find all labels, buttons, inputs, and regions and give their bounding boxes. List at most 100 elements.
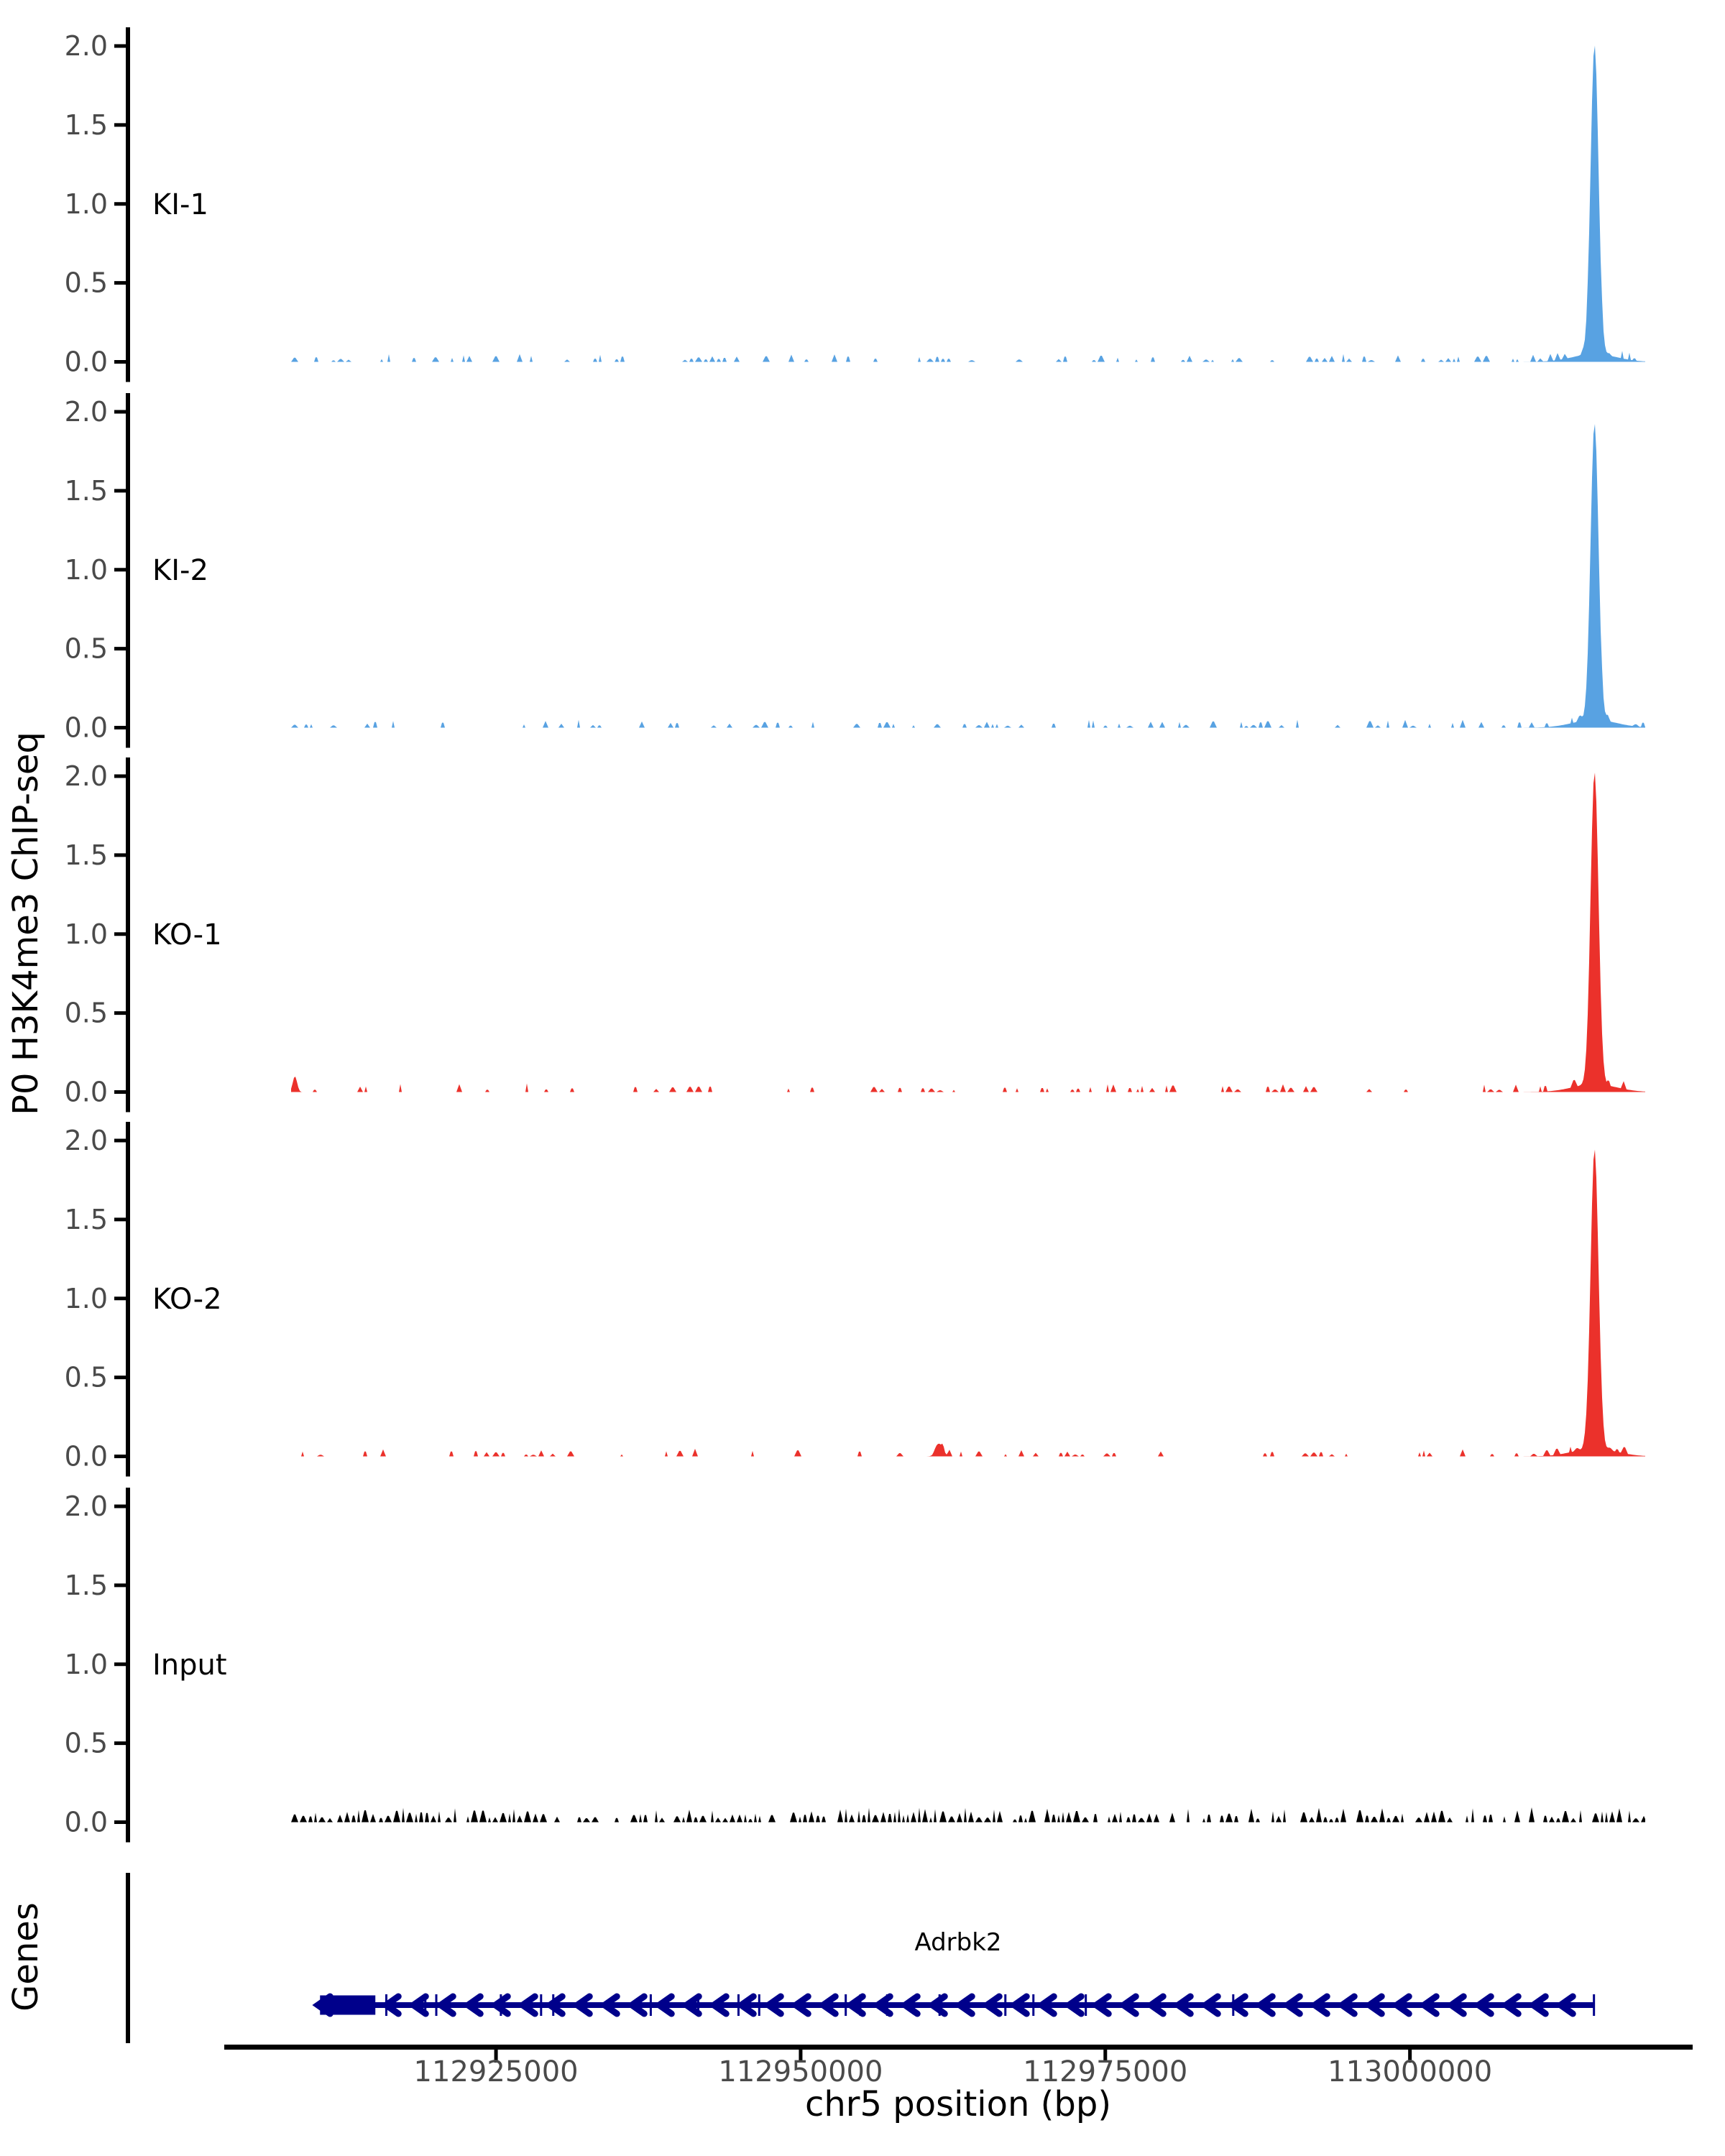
y-tick — [114, 202, 126, 206]
coverage-area-KO-1 — [291, 773, 1645, 1092]
genes-axis-line — [126, 1873, 130, 2043]
y-tick — [114, 44, 126, 48]
strand-arrow-left-icon — [1145, 1993, 1167, 2017]
strand-arrow-left-icon — [1309, 1993, 1330, 2017]
y-tick-label: 0.5 — [65, 1728, 108, 1759]
strand-arrow-left-icon — [1200, 1993, 1221, 2017]
strand-arrow-left-icon — [681, 1993, 702, 2017]
exon-tick — [540, 1994, 543, 2016]
y-tick-label: 0.0 — [65, 712, 108, 744]
strand-arrow-left-icon — [1036, 1993, 1057, 2017]
y-tick-label: 2.0 — [65, 1491, 108, 1522]
strand-arrow-left-icon — [1391, 1993, 1412, 2017]
y-tick-label: 0.5 — [65, 267, 108, 299]
y-tick-label: 1.0 — [65, 554, 108, 586]
strand-arrow-left-icon — [599, 1993, 620, 2017]
y-tick-label: 2.0 — [65, 30, 108, 62]
y-tick — [114, 1376, 126, 1380]
y-tick — [114, 647, 126, 651]
exon-tick — [1004, 1994, 1007, 2016]
x-tick — [494, 2050, 498, 2063]
strand-arrow-left-icon — [790, 1993, 811, 2017]
y-tick-label: 0.5 — [65, 998, 108, 1029]
y-tick — [114, 281, 126, 285]
strand-arrow-left-icon — [1363, 1993, 1385, 2017]
exon-tick — [859, 1994, 862, 2016]
signal-track-KO-2: 2.0 1.5 1.0 0.5 0.0 KO-2 — [65, 1122, 1645, 1477]
track-label-KO-1: KO-1 — [152, 918, 222, 952]
x-axis-ticks: 112925000 112950000 112975000 113000000 — [414, 2050, 1492, 2088]
track-label-KO-2: KO-2 — [152, 1283, 222, 1316]
exon-tick — [1032, 1994, 1035, 2016]
y-tick-label: 1.5 — [65, 475, 108, 507]
x-tick-label: 113000000 — [1328, 2055, 1492, 2088]
exon-tick — [1085, 1994, 1087, 2016]
y-tick — [114, 932, 126, 936]
strand-arrow-left-icon — [435, 1993, 456, 2017]
gene-label: Adrbk2 — [914, 1928, 1001, 1957]
y-tick-label: 1.0 — [65, 188, 108, 220]
exon-tick — [424, 1994, 427, 2016]
coverage-area-KI-1 — [291, 45, 1645, 362]
y-tick-label: 1.5 — [65, 109, 108, 141]
signal-track-KO-1: 2.0 1.5 1.0 0.5 0.0 KO-1 — [65, 757, 1645, 1112]
y-tick-label: 1.5 — [65, 1204, 108, 1235]
strand-arrow-left-icon — [735, 1993, 757, 2017]
gene-model — [312, 1993, 1596, 2017]
genes-axis-title: Genes — [6, 1902, 46, 2012]
y-tick — [114, 1138, 126, 1143]
strand-arrow-left-icon — [899, 1993, 921, 2017]
y-tick — [114, 726, 126, 729]
coverage-area-KI-2 — [291, 424, 1645, 728]
strand-arrow-left-icon — [817, 1993, 839, 2017]
strand-arrow-left-icon — [1172, 1993, 1194, 2017]
x-tick — [799, 2050, 803, 2063]
exon-tick — [938, 1994, 941, 2016]
y-axis-line — [126, 757, 130, 1112]
strand-arrow-left-icon — [626, 1993, 648, 2017]
strand-arrow-left-icon — [1008, 1993, 1030, 2017]
y-tick — [114, 1011, 126, 1015]
y-tick-label: 1.5 — [65, 839, 108, 871]
y-tick — [114, 1455, 126, 1458]
y-tick-label: 2.0 — [65, 760, 108, 792]
strand-arrow-left-icon — [517, 1993, 538, 2017]
y-axis-title: P0 H3K4me3 ChIP-seq — [6, 732, 46, 1115]
strand-arrow-left-icon — [571, 1993, 593, 2017]
y-tick — [114, 1820, 126, 1824]
y-tick — [114, 1217, 126, 1222]
signal-track-Input: 2.0 1.5 1.0 0.5 0.0 Input — [65, 1488, 1645, 1843]
x-axis: 112925000 112950000 112975000 113000000 chr… — [224, 2045, 1693, 2124]
y-tick — [114, 568, 126, 572]
y-tick — [114, 853, 126, 857]
y-axis-line — [126, 27, 130, 382]
strand-arrow-left-icon — [708, 1993, 730, 2017]
y-tick — [114, 1296, 126, 1301]
strand-arrow-left-icon — [1254, 1993, 1276, 2017]
y-tick-label: 0.0 — [65, 1807, 108, 1838]
strand-arrow-left-icon — [544, 1993, 566, 2017]
y-tick — [114, 489, 126, 493]
exon-tick — [697, 1994, 700, 2016]
strand-arrow-left-icon — [653, 1993, 675, 2017]
strand-arrow-left-icon — [1418, 1993, 1440, 2017]
y-tick — [114, 123, 126, 127]
strand-arrow-left-icon — [312, 1993, 334, 2017]
strand-arrow-left-icon — [408, 1993, 429, 2017]
strand-arrow-left-icon — [872, 1993, 893, 2017]
strand-arrow-left-icon — [845, 1993, 866, 2017]
genes-panel: Genes Adrbk2 — [6, 1873, 1596, 2043]
tracks-layer: 2.01.51.00.50.0KI-12.01.51.00.50.0KI-22.… — [65, 27, 1645, 1843]
exon-tick — [649, 1994, 652, 2016]
strand-arrow-left-icon — [462, 1993, 484, 2017]
strand-arrow-left-icon — [1527, 1993, 1549, 2017]
y-tick — [114, 1741, 126, 1746]
strand-arrow-left-icon — [1555, 1993, 1576, 2017]
y-tick — [114, 1583, 126, 1588]
track-label-KI-2: KI-2 — [152, 554, 208, 587]
strand-arrow-left-icon — [489, 1993, 511, 2017]
signal-track-KI-2: 2.0 1.5 1.0 0.5 0.0 KI-2 — [65, 393, 1645, 748]
strand-arrow-left-icon — [954, 1993, 975, 2017]
